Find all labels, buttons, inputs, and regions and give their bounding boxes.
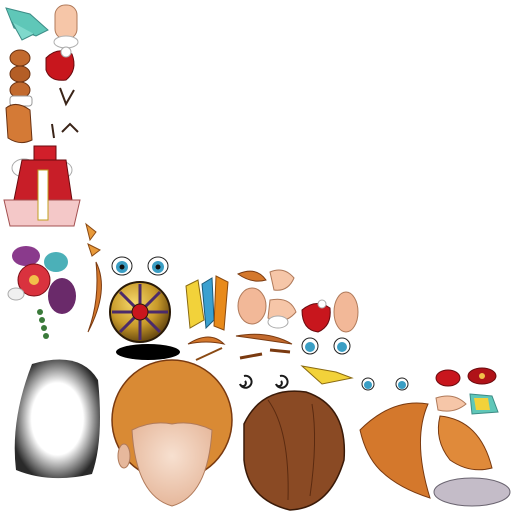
hair-icon [359, 402, 493, 499]
cloth-icon [469, 393, 499, 415]
shadow-icon [116, 344, 180, 360]
mask-icon [14, 359, 100, 479]
eyebrow-icon [51, 87, 79, 139]
hair-icon [243, 390, 346, 511]
ribbon-icon [185, 275, 229, 331]
ball-icon [109, 281, 171, 343]
hand-icon [237, 269, 297, 329]
hand-icon [435, 395, 467, 412]
eye-icon [301, 337, 409, 391]
plate-icon [433, 477, 511, 507]
hair-strand-icon [87, 261, 102, 333]
eye-icon [111, 256, 169, 276]
pouch-icon [435, 367, 497, 387]
pouch-icon [301, 299, 331, 333]
braid-icon [5, 49, 33, 144]
face-icon [111, 359, 233, 507]
flower-icon [7, 246, 76, 339]
dress-icon [3, 145, 81, 227]
swirl-icon [239, 374, 289, 389]
pouch-icon [45, 46, 75, 81]
hair-tuft-icon [236, 270, 267, 282]
ear-icon [333, 291, 359, 333]
hair-fragment-icon [85, 222, 101, 257]
hair-wisp-icon [187, 333, 293, 361]
ribbon-icon [300, 365, 354, 385]
hand-icon [53, 4, 79, 49]
scarf-icon [5, 7, 49, 41]
